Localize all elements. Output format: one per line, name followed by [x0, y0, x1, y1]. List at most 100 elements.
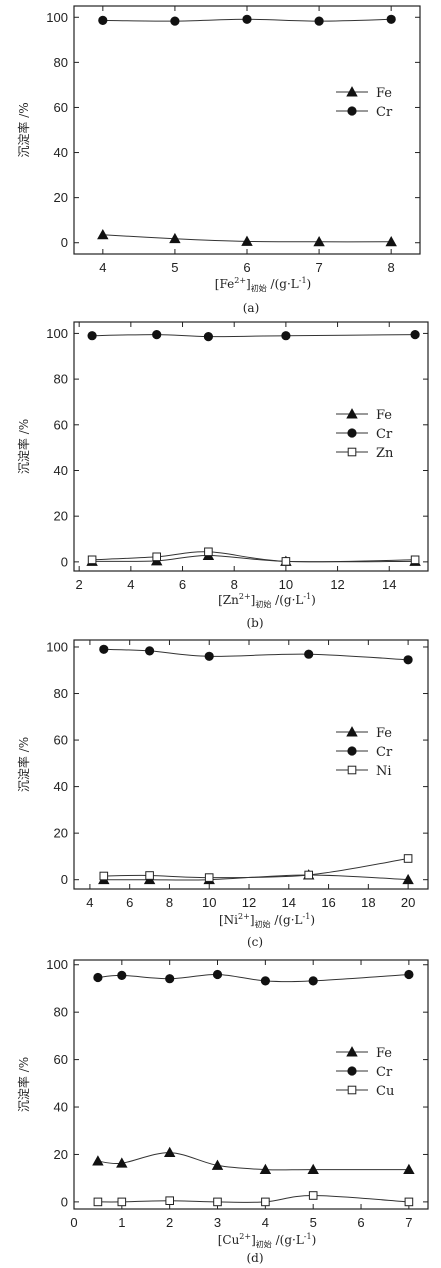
data-point-cu	[261, 1197, 270, 1207]
data-point-cu	[165, 1196, 174, 1206]
legend-marker-cr	[347, 428, 357, 438]
data-point-cr	[242, 14, 252, 24]
data-point-fe	[97, 228, 109, 240]
legend-marker-zn	[347, 447, 357, 457]
x-axis-label-part: 初始	[255, 599, 271, 609]
data-point-cr	[281, 331, 291, 341]
y-tick-label: 100	[46, 957, 68, 972]
x-tick-label: 16	[321, 895, 335, 910]
series-line-zn	[92, 551, 416, 563]
data-point-zn	[204, 547, 213, 557]
legend-marker-ni	[347, 765, 357, 775]
x-tick-label: 4	[86, 895, 93, 910]
data-point-cr	[152, 330, 162, 340]
data-point-fe	[163, 1146, 176, 1158]
panel-caption: (a)	[243, 301, 260, 315]
legend-marker-fe	[346, 408, 358, 419]
data-point-zn	[410, 555, 420, 565]
x-axis-label-part: 2+	[234, 276, 246, 285]
data-point-cr	[212, 969, 223, 980]
x-tick-label: 20	[401, 895, 415, 910]
legend-marker-fe	[346, 726, 358, 737]
data-point-cr	[93, 972, 103, 983]
y-tick-label: 60	[54, 417, 68, 432]
chart-panel-d: 0 20 40 60 80 100 0 1 2 3 4 5 6 7 沉淀率 /% [Cu2+]初始 /(g·L…	[16, 957, 429, 1265]
x-axis-label-part: )	[312, 1233, 317, 1247]
y-axis-label: 沉淀率 /%	[16, 1057, 31, 1112]
data-point-cr	[260, 976, 271, 986]
x-tick-label: 2	[76, 577, 83, 592]
y-tick-label: 40	[54, 463, 68, 478]
legend-label-cr: Cr	[376, 1065, 393, 1080]
data-point-cr	[304, 649, 314, 659]
x-axis-label-part: /(g·L	[271, 593, 303, 607]
data-point-cr	[203, 332, 213, 342]
x-tick-label: 3	[214, 1215, 221, 1230]
y-tick-label: 80	[54, 372, 68, 387]
x-tick-label: 8	[388, 260, 395, 275]
x-axis-label-part: 初始	[255, 919, 271, 929]
data-point-cu	[308, 1191, 318, 1200]
data-point-cr	[145, 646, 155, 656]
chart-panel-b: 0 20 40 60 80 100 2 4 6 8 10 12 14 沉淀率 /% [Zn2+]初始 /(g…	[16, 321, 429, 630]
data-point-cr	[117, 970, 127, 981]
data-point-zn	[281, 557, 291, 566]
data-point-fe	[116, 1157, 128, 1168]
y-tick-label: 80	[54, 686, 68, 701]
y-axis-label: 沉淀率 /%	[16, 102, 31, 157]
x-tick-label: 6	[126, 895, 133, 910]
y-tick-label: 20	[54, 826, 68, 841]
y-tick-label: 20	[54, 190, 68, 205]
x-axis-label-part: )	[310, 913, 315, 927]
legend-label-cu: Cu	[376, 1084, 394, 1099]
panel-caption: (c)	[247, 935, 263, 949]
x-tick-label: 4	[127, 577, 134, 592]
plot-frame	[73, 5, 421, 255]
data-point-fe	[211, 1159, 224, 1170]
x-tick-label: 5	[310, 1215, 317, 1230]
legend-label-fe: Fe	[376, 86, 392, 101]
series-line-fe	[97, 1152, 409, 1171]
data-point-fe	[307, 1163, 319, 1175]
legend-label-fe: Fe	[376, 1046, 392, 1061]
legend-marker-fe	[346, 1046, 358, 1057]
x-tick-label: 12	[242, 895, 256, 910]
data-point-cr	[99, 644, 109, 654]
x-axis-label-part: 初始	[256, 1239, 272, 1249]
y-axis-label: 沉淀率 /%	[16, 419, 31, 474]
x-axis-label-part: )	[311, 593, 316, 607]
x-axis-label-part: /(g·L	[272, 1233, 304, 1247]
x-axis-label: [Ni2+]初始 /(g·L-1)	[219, 912, 315, 929]
x-axis-label-part: [Fe	[215, 277, 234, 291]
y-tick-label: 100	[46, 639, 68, 654]
y-tick-label: 80	[54, 55, 68, 70]
x-axis-label-part: ]	[250, 913, 255, 927]
x-tick-label: 12	[330, 577, 344, 592]
y-tick-label: 60	[54, 1052, 68, 1067]
series-line-cu	[97, 1194, 409, 1203]
data-point-cr	[87, 331, 97, 341]
x-tick-label: 5	[171, 260, 178, 275]
x-tick-label: 14	[282, 895, 296, 910]
data-point-ni	[99, 871, 109, 881]
data-point-fe	[403, 1163, 415, 1175]
y-tick-label: 100	[46, 326, 68, 341]
y-tick-label: 0	[61, 235, 68, 250]
y-tick-label: 40	[54, 145, 68, 160]
panel-caption: (b)	[246, 616, 263, 630]
x-tick-label: 1	[118, 1215, 125, 1230]
y-tick-label: 40	[54, 779, 68, 794]
data-point-zn	[87, 555, 97, 565]
data-point-cu	[404, 1197, 414, 1207]
x-axis-label-part: [Ni	[219, 913, 238, 927]
data-point-cr	[410, 330, 420, 340]
x-tick-label: 6	[179, 577, 186, 592]
x-axis-label-part: -1	[299, 276, 307, 285]
y-tick-label: 80	[54, 1005, 68, 1020]
x-axis-label-part: -1	[304, 1232, 312, 1241]
x-tick-label: 0	[70, 1215, 77, 1230]
data-point-ni	[403, 854, 413, 863]
data-point-cr	[403, 655, 413, 665]
series-line-cr	[92, 334, 416, 338]
x-axis-label-part: -1	[303, 912, 311, 921]
